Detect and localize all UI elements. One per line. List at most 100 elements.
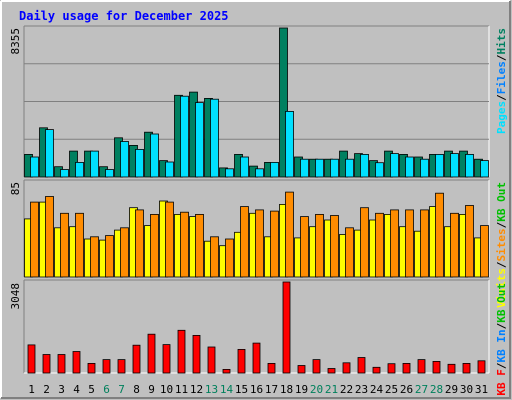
bar-bot-kb-f-6 [102, 359, 111, 374]
bar-bot-kb-f-8 [132, 344, 141, 374]
x-tick-label-4: 4 [73, 383, 80, 396]
bar-bot-kb-f-23 [357, 357, 366, 374]
legend-entry-mid-1: / [495, 261, 508, 268]
bar-mid-sites-20 [315, 213, 324, 278]
bar-mid-sites-2 [45, 196, 54, 278]
bar-bot-kb-f-27 [417, 359, 426, 374]
x-tick-label-17: 17 [265, 383, 278, 396]
bar-bot-kb-f-11 [177, 329, 186, 374]
legend-entry-mid-0: Visits [495, 268, 508, 308]
bar-top-files-8 [135, 148, 144, 178]
x-tick-label-27: 27 [415, 383, 428, 396]
legend-entry-bot-2: KB In [495, 329, 508, 362]
legend-entry-mid-4: KB Out [495, 182, 508, 222]
bar-top-files-29 [450, 153, 459, 178]
bar-top-files-16 [255, 168, 264, 178]
bars-bot [27, 281, 486, 374]
chart-title: Daily usage for December 2025 [19, 9, 229, 23]
x-tick-label-16: 16 [250, 383, 263, 396]
bar-mid-sites-26 [405, 209, 414, 278]
bar-bot-kb-f-28 [432, 360, 441, 374]
bar-bot-kb-f-7 [117, 359, 126, 374]
x-tick-label-15: 15 [235, 383, 248, 396]
bar-bot-kb-f-18 [282, 281, 291, 374]
x-tick-label-2: 2 [43, 383, 50, 396]
bar-mid-sites-24 [375, 212, 384, 278]
legend-entry-bot-1: / [495, 362, 508, 369]
x-tick-label-1: 1 [28, 383, 35, 396]
bar-top-files-30 [465, 153, 474, 178]
legend-entry-top-4: Hits [495, 28, 508, 55]
x-tick-label-31: 31 [475, 383, 488, 396]
bar-mid-sites-31 [480, 225, 489, 278]
bar-top-files-21 [330, 158, 339, 178]
bar-top-files-19 [300, 158, 309, 178]
x-tick-label-5: 5 [88, 383, 95, 396]
bar-mid-sites-15 [240, 206, 249, 278]
x-tick-label-28: 28 [430, 383, 443, 396]
bar-top-files-2 [45, 129, 54, 178]
bar-mid-sites-17 [270, 210, 279, 278]
legend-bot: KB F/KB In/KB Out [495, 283, 508, 396]
bar-mid-sites-4 [75, 212, 84, 278]
x-tick-label-30: 30 [460, 383, 473, 396]
bar-bot-kb-f-21 [327, 368, 336, 374]
legend-entry-bot-0: KB F [495, 369, 508, 396]
x-tick-label-26: 26 [400, 383, 413, 396]
bar-bot-kb-f-20 [312, 359, 321, 374]
bar-top-files-15 [240, 156, 249, 178]
bar-top-files-22 [345, 158, 354, 178]
bar-mid-sites-16 [255, 209, 264, 278]
x-axis-labels: 1 2 3 4 5 6 7 8 9 10 11 12 13 14 15 16 17 18 19 20 21 22 23 24 2… [28, 383, 488, 396]
bar-top-files-27 [420, 158, 429, 178]
x-tick-label-29: 29 [445, 383, 458, 396]
bar-bot-kb-f-19 [297, 365, 306, 374]
bar-bot-kb-f-5 [87, 362, 96, 374]
bar-mid-sites-28 [435, 192, 444, 278]
bar-bot-kb-f-13 [207, 346, 216, 374]
bar-mid-sites-21 [330, 215, 339, 278]
bar-mid-sites-23 [360, 207, 369, 278]
bar-mid-sites-30 [465, 205, 474, 278]
bar-top-files-31 [480, 160, 489, 178]
bar-top-files-13 [210, 98, 219, 178]
bar-top-files-5 [90, 150, 99, 178]
bar-bot-kb-f-14 [222, 368, 231, 374]
bar-bot-kb-f-3 [57, 354, 66, 374]
bars-mid [24, 191, 489, 278]
x-tick-label-9: 9 [148, 383, 155, 396]
bars-top [24, 27, 489, 178]
bar-top-files-20 [315, 158, 324, 178]
legend-entry-bot-3: / [495, 322, 508, 329]
legend-entry-top-3: / [495, 54, 508, 61]
y-max-label-bot: 3048 [9, 283, 22, 310]
x-tick-label-14: 14 [220, 383, 234, 396]
legend-entry-top-1: / [495, 94, 508, 101]
bar-top-files-12 [195, 102, 204, 178]
bar-bot-kb-f-1 [27, 344, 36, 374]
x-tick-label-3: 3 [58, 383, 65, 396]
y-max-label-top: 8355 [9, 28, 22, 55]
bar-mid-sites-12 [195, 213, 204, 278]
bar-top-files-7 [120, 141, 129, 178]
bar-bot-kb-f-2 [42, 354, 51, 374]
bar-bot-kb-f-31 [477, 360, 486, 374]
legend-entry-mid-3: / [495, 221, 508, 228]
x-tick-label-13: 13 [205, 383, 218, 396]
bar-mid-sites-6 [105, 235, 114, 278]
bar-mid-sites-7 [120, 227, 129, 278]
bar-mid-sites-14 [225, 238, 234, 278]
legend-entry-bot-4: KB Out [495, 283, 508, 323]
x-tick-label-12: 12 [190, 383, 203, 396]
bar-mid-sites-18 [285, 191, 294, 278]
x-tick-label-21: 21 [325, 383, 338, 396]
bar-top-files-3 [60, 169, 69, 178]
legend-entry-top-0: Pages [495, 101, 508, 134]
bar-mid-sites-11 [180, 211, 189, 278]
x-tick-label-6: 6 [103, 383, 110, 396]
y-max-label-mid: 85 [9, 182, 22, 195]
x-tick-label-22: 22 [340, 383, 353, 396]
